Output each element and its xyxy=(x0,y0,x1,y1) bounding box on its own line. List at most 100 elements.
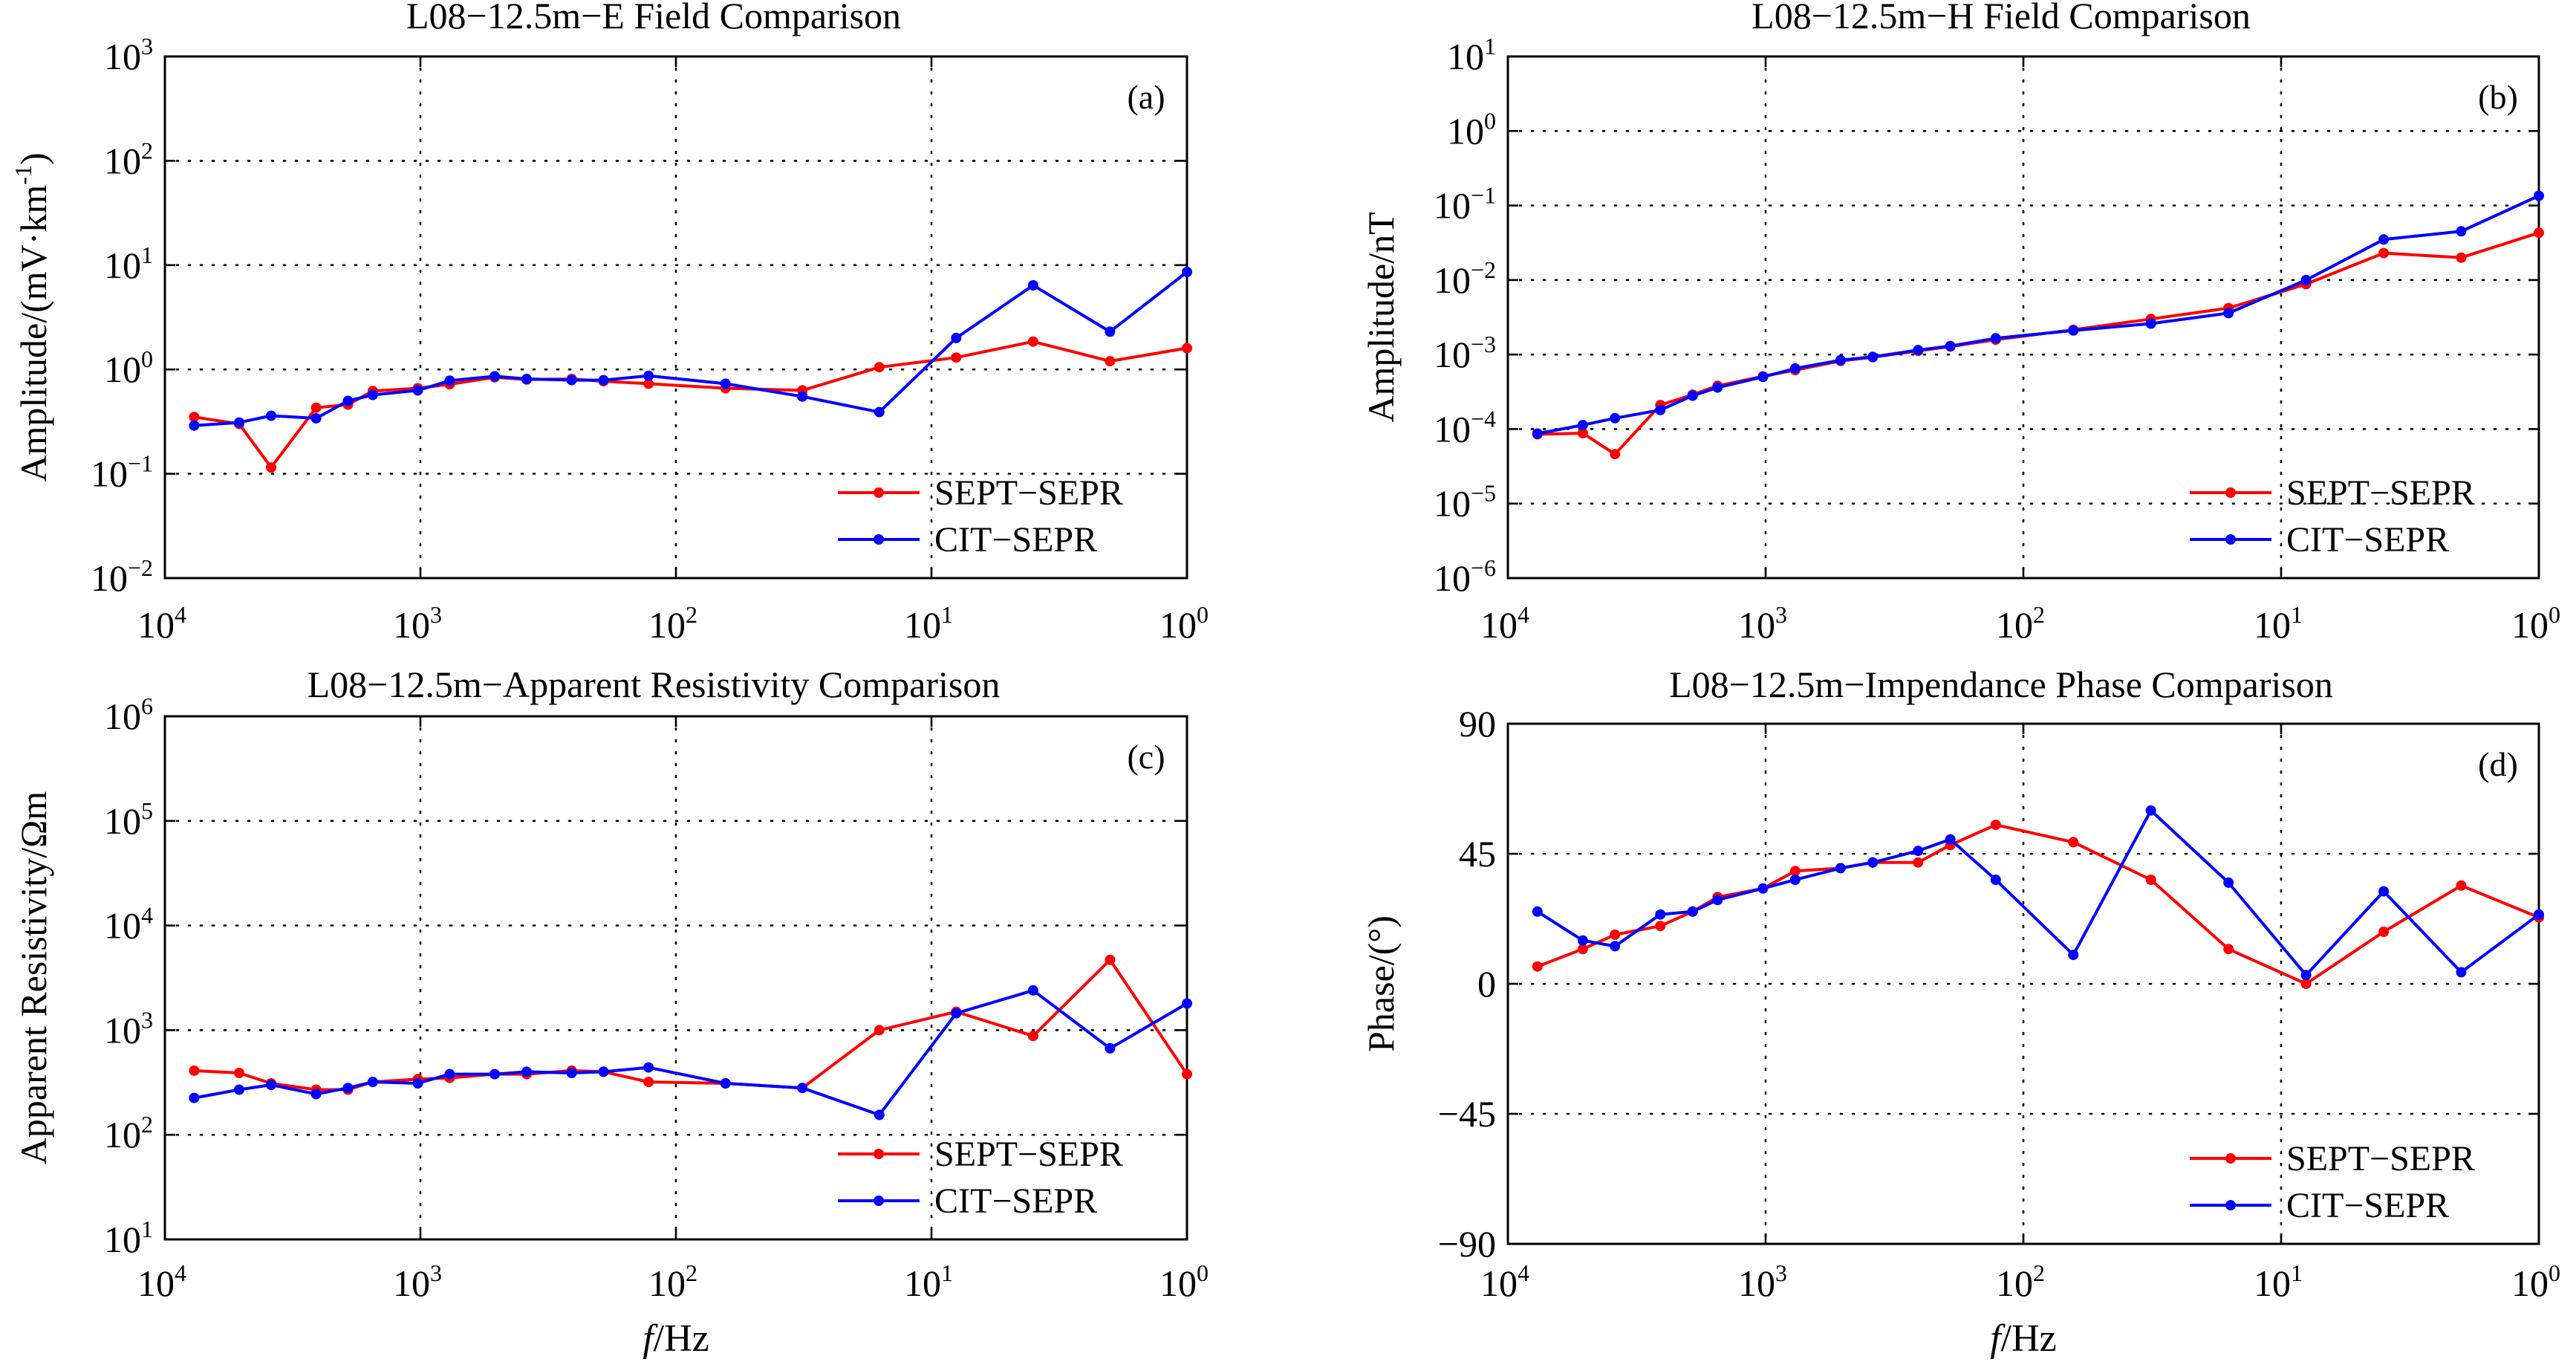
legend-entry: CIT−SEPR xyxy=(2286,1186,2449,1225)
x-axis-label: f/Hz xyxy=(643,1317,709,1360)
data-point xyxy=(2068,950,2079,961)
x-tick-exponent: 0 xyxy=(2549,1259,2560,1286)
x-axis-label-unit: /Hz xyxy=(654,1317,709,1360)
data-point xyxy=(1757,372,1769,383)
y-tick-base: 10 xyxy=(1434,408,1471,450)
y-tick-label: 102 xyxy=(104,137,153,181)
x-tick-exponent: 2 xyxy=(2033,1259,2045,1286)
x-tick-label: 101 xyxy=(904,1259,953,1304)
data-point xyxy=(1182,343,1192,354)
y-tick-exponent: 1 xyxy=(1484,33,1496,59)
x-tick-exponent: 4 xyxy=(175,601,186,628)
x-tick-exponent: 4 xyxy=(1518,601,1529,628)
data-point xyxy=(1027,1031,1038,1042)
data-point xyxy=(1990,333,2001,344)
data-point xyxy=(1105,954,1116,965)
x-tick-base: 10 xyxy=(648,604,686,646)
data-point xyxy=(412,1078,423,1089)
x-tick-label: 102 xyxy=(1996,601,2045,646)
y-tick-label: 106 xyxy=(104,693,153,737)
series-line-sept-sepr xyxy=(194,958,1188,1092)
legend-marker xyxy=(874,1196,884,1206)
data-point xyxy=(266,462,276,473)
data-point xyxy=(444,1068,455,1080)
y-tick-exponent: −6 xyxy=(1471,554,1496,581)
data-point xyxy=(1789,363,1801,374)
data-point xyxy=(2534,190,2544,201)
data-point xyxy=(1182,998,1192,1009)
data-point xyxy=(1913,345,1924,356)
y-tick-exponent: 2 xyxy=(141,137,153,163)
plot-frame xyxy=(163,715,1188,1241)
x-tick-exponent: 2 xyxy=(686,601,697,628)
data-point xyxy=(1990,875,2001,885)
panel-b: 104 103 102 101 10010−610−510−410−310−210−11… xyxy=(1360,0,2560,646)
data-point xyxy=(1712,895,1723,906)
y-tick-exponent: −2 xyxy=(1471,256,1496,283)
legend-entry: SEPT−SEPR xyxy=(934,1135,1123,1174)
x-tick-base: 10 xyxy=(648,1262,686,1304)
x-tick-exponent: 0 xyxy=(2549,601,2560,628)
panel-label: (d) xyxy=(2478,745,2518,783)
y-tick-base: 10 xyxy=(91,453,128,495)
data-point xyxy=(1610,929,1621,940)
y-tick-base: 10 xyxy=(1447,36,1484,77)
data-point xyxy=(720,378,731,389)
data-point xyxy=(1789,875,1801,885)
data-point xyxy=(1182,267,1192,277)
data-point xyxy=(2534,227,2544,239)
y-tick-label: 100 xyxy=(1447,107,1496,152)
data-point xyxy=(412,385,423,396)
y-axis-label: Amplitude/(mV·km-1) xyxy=(10,152,54,481)
legend-entry: SEPT−SEPR xyxy=(2286,1139,2475,1178)
panel-label: (a) xyxy=(1127,78,1165,116)
x-tick-label: 100 xyxy=(1159,1259,1209,1304)
data-point xyxy=(1577,935,1588,946)
x-tick-label: 102 xyxy=(1996,1259,2045,1304)
y-tick-label: 105 xyxy=(104,797,153,842)
data-point xyxy=(874,406,885,418)
chart-title: L08−12.5m−H Field Comparison xyxy=(1752,0,2251,36)
data-point xyxy=(874,1025,885,1036)
y-tick-base: 10 xyxy=(104,905,141,947)
panel-label: (c) xyxy=(1127,738,1165,776)
y-axis-label-suffix: ) xyxy=(13,152,54,165)
y-tick-base: 10 xyxy=(104,140,141,181)
data-point xyxy=(643,378,654,389)
data-point xyxy=(2068,325,2079,336)
data-point xyxy=(1945,834,1956,845)
data-point xyxy=(2456,880,2467,891)
data-point xyxy=(2300,979,2312,989)
y-tick-exponent: −1 xyxy=(128,450,153,477)
x-tick-base: 10 xyxy=(2254,1262,2291,1304)
data-point xyxy=(566,374,577,386)
data-point xyxy=(1712,382,1723,393)
y-tick-exponent: 3 xyxy=(141,33,153,59)
data-point xyxy=(310,1089,322,1100)
y-tick-label: 101 xyxy=(1447,33,1496,77)
data-point xyxy=(189,412,200,423)
x-tick-exponent: 1 xyxy=(941,601,953,628)
y-tick-base: 10 xyxy=(104,695,141,737)
x-tick-label: 103 xyxy=(1738,1259,1787,1304)
y-tick-label: 103 xyxy=(104,33,153,77)
y-tick-exponent: −5 xyxy=(1471,480,1496,507)
data-point xyxy=(189,1065,200,1076)
data-point xyxy=(342,1083,354,1094)
y-tick-base: 10 xyxy=(91,557,128,599)
x-tick-base: 10 xyxy=(1480,1262,1518,1304)
y-tick-exponent: −2 xyxy=(128,554,153,581)
legend-marker xyxy=(874,1149,884,1159)
plot-frame xyxy=(1506,722,2540,1245)
chart-title: L08−12.5m−Impendance Phase Comparison xyxy=(1669,664,2333,705)
y-tick-base: 10 xyxy=(104,1114,141,1155)
data-point xyxy=(951,1008,962,1019)
y-tick-label: 0 xyxy=(1477,963,1496,1005)
x-tick-label: 104 xyxy=(137,601,186,646)
x-tick-base: 10 xyxy=(137,1262,175,1304)
x-tick-label: 100 xyxy=(2511,1259,2560,1304)
y-axis-label-text: Amplitude/nT xyxy=(1360,212,1402,422)
x-tick-label: 101 xyxy=(2254,601,2303,646)
data-point xyxy=(1532,428,1543,439)
x-tick-base: 10 xyxy=(2254,604,2291,646)
